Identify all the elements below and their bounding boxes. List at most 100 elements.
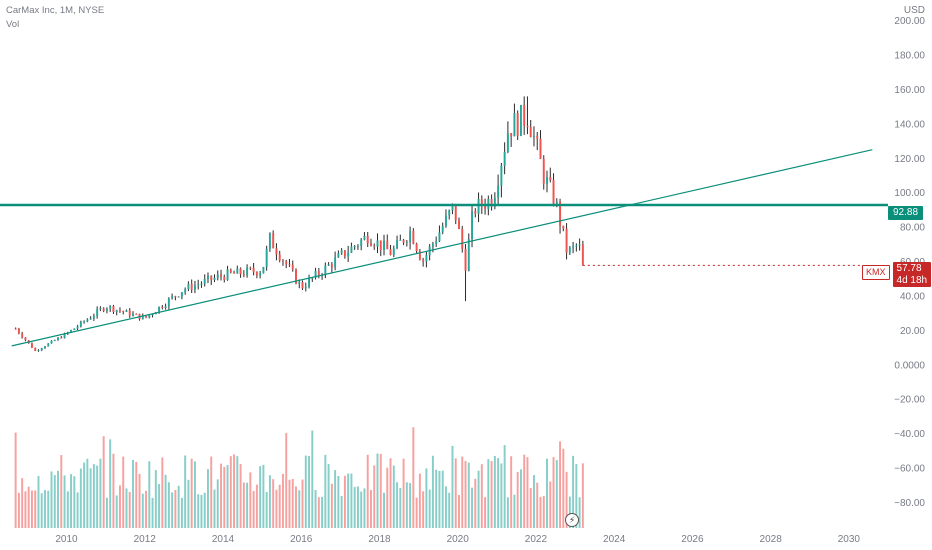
candle-body [314, 271, 317, 278]
volume-bar [513, 494, 516, 528]
volume-bar [154, 470, 157, 528]
volume-bar [383, 492, 385, 528]
y-tick-label: −40.00 [894, 429, 925, 440]
candle-body [118, 310, 121, 312]
candle-body [298, 282, 301, 284]
volume-bar [83, 462, 86, 528]
candle-body [415, 243, 418, 252]
volume-bar [415, 497, 418, 528]
volume-bar [207, 469, 209, 528]
candle-body [171, 296, 174, 299]
volume-bar [539, 497, 542, 528]
volume-bar [458, 494, 460, 528]
candle-body [193, 285, 196, 290]
candle-body [317, 271, 320, 276]
candle-body [500, 165, 503, 186]
candle-body [405, 241, 408, 243]
volume-bar [220, 463, 222, 528]
volume-bar [568, 496, 571, 528]
candle-body [497, 185, 500, 198]
candle-body [572, 245, 575, 248]
volume-bar [145, 490, 148, 528]
volume-bar [552, 457, 555, 528]
candle-body [275, 248, 278, 255]
volume-bar [493, 455, 496, 528]
volume-bar [490, 461, 493, 528]
volume-bar [167, 482, 170, 528]
candle-body [444, 215, 447, 227]
candle-body [412, 230, 415, 244]
volume-bar [109, 439, 112, 528]
volume-bar [510, 456, 513, 528]
volume-bar [151, 497, 154, 528]
candle-body [422, 259, 425, 262]
volume-bar [412, 427, 415, 528]
volume-bar [418, 473, 421, 528]
candle-body [536, 135, 539, 139]
volume-bar [444, 486, 447, 528]
x-tick-label: 2028 [760, 534, 783, 545]
candle-body [109, 306, 112, 309]
volume-bar [275, 489, 278, 528]
volume-bar [353, 486, 356, 528]
volume-bar [435, 469, 438, 528]
volume-bar [386, 467, 389, 528]
volume-bar [480, 464, 483, 528]
volume-bar [578, 497, 581, 528]
volume-bar [242, 482, 245, 528]
volume-bar [448, 492, 451, 528]
candle-body [327, 264, 330, 266]
candle-body [295, 269, 297, 284]
volume-bar [340, 495, 343, 528]
volume-bar [454, 458, 457, 528]
volume-bar [262, 464, 265, 528]
volume-bar [281, 473, 284, 528]
candle-body [233, 272, 236, 274]
candle-body [86, 319, 89, 322]
volume-bar [40, 493, 43, 528]
candle-body [376, 240, 379, 247]
last-price-badge: KMX 57.78 4d 18h [862, 262, 932, 287]
volume-bar [327, 463, 330, 528]
candle-body [366, 235, 369, 244]
candle-body [529, 127, 532, 137]
price-box: 57.78 4d 18h [892, 262, 932, 287]
volume-bar [200, 494, 203, 528]
candle-body [53, 340, 56, 342]
volume-bar [402, 458, 405, 528]
chart-title: CarMax Inc, 1M, NYSE [6, 5, 105, 16]
x-tick-label: 2010 [55, 534, 78, 545]
volume-bar [164, 474, 167, 528]
volume-bar [555, 460, 558, 528]
volume-bar [298, 490, 301, 528]
candle-body [102, 308, 105, 311]
trendline[interactable] [11, 149, 873, 347]
candle-body [435, 241, 438, 244]
candle-body [301, 282, 304, 289]
candle-body [330, 264, 333, 268]
volume-bar [60, 455, 63, 528]
volume-bar [118, 485, 121, 528]
volume-bar [425, 468, 428, 528]
volume-bar [278, 484, 281, 528]
candle-body [105, 308, 108, 311]
y-tick-label: 140.00 [894, 119, 925, 130]
candle-body [493, 197, 496, 207]
volume-bar [66, 491, 69, 528]
candle-body [311, 277, 314, 279]
candle-body [519, 105, 522, 136]
y-tick-label: 200.00 [894, 16, 925, 27]
candle-body [37, 350, 40, 352]
y-tick-label: 160.00 [894, 85, 925, 96]
volume-bar [314, 490, 317, 528]
y-tick-label: 80.00 [900, 223, 925, 234]
candle-body [396, 239, 399, 249]
lightning-bolt-icon[interactable]: ⚡ [565, 513, 579, 527]
candle-body [441, 226, 444, 233]
candle-body [565, 228, 568, 253]
candle-body [197, 284, 200, 286]
candle-body [448, 210, 451, 216]
volume-bar [89, 468, 92, 528]
candle-body [575, 245, 578, 247]
